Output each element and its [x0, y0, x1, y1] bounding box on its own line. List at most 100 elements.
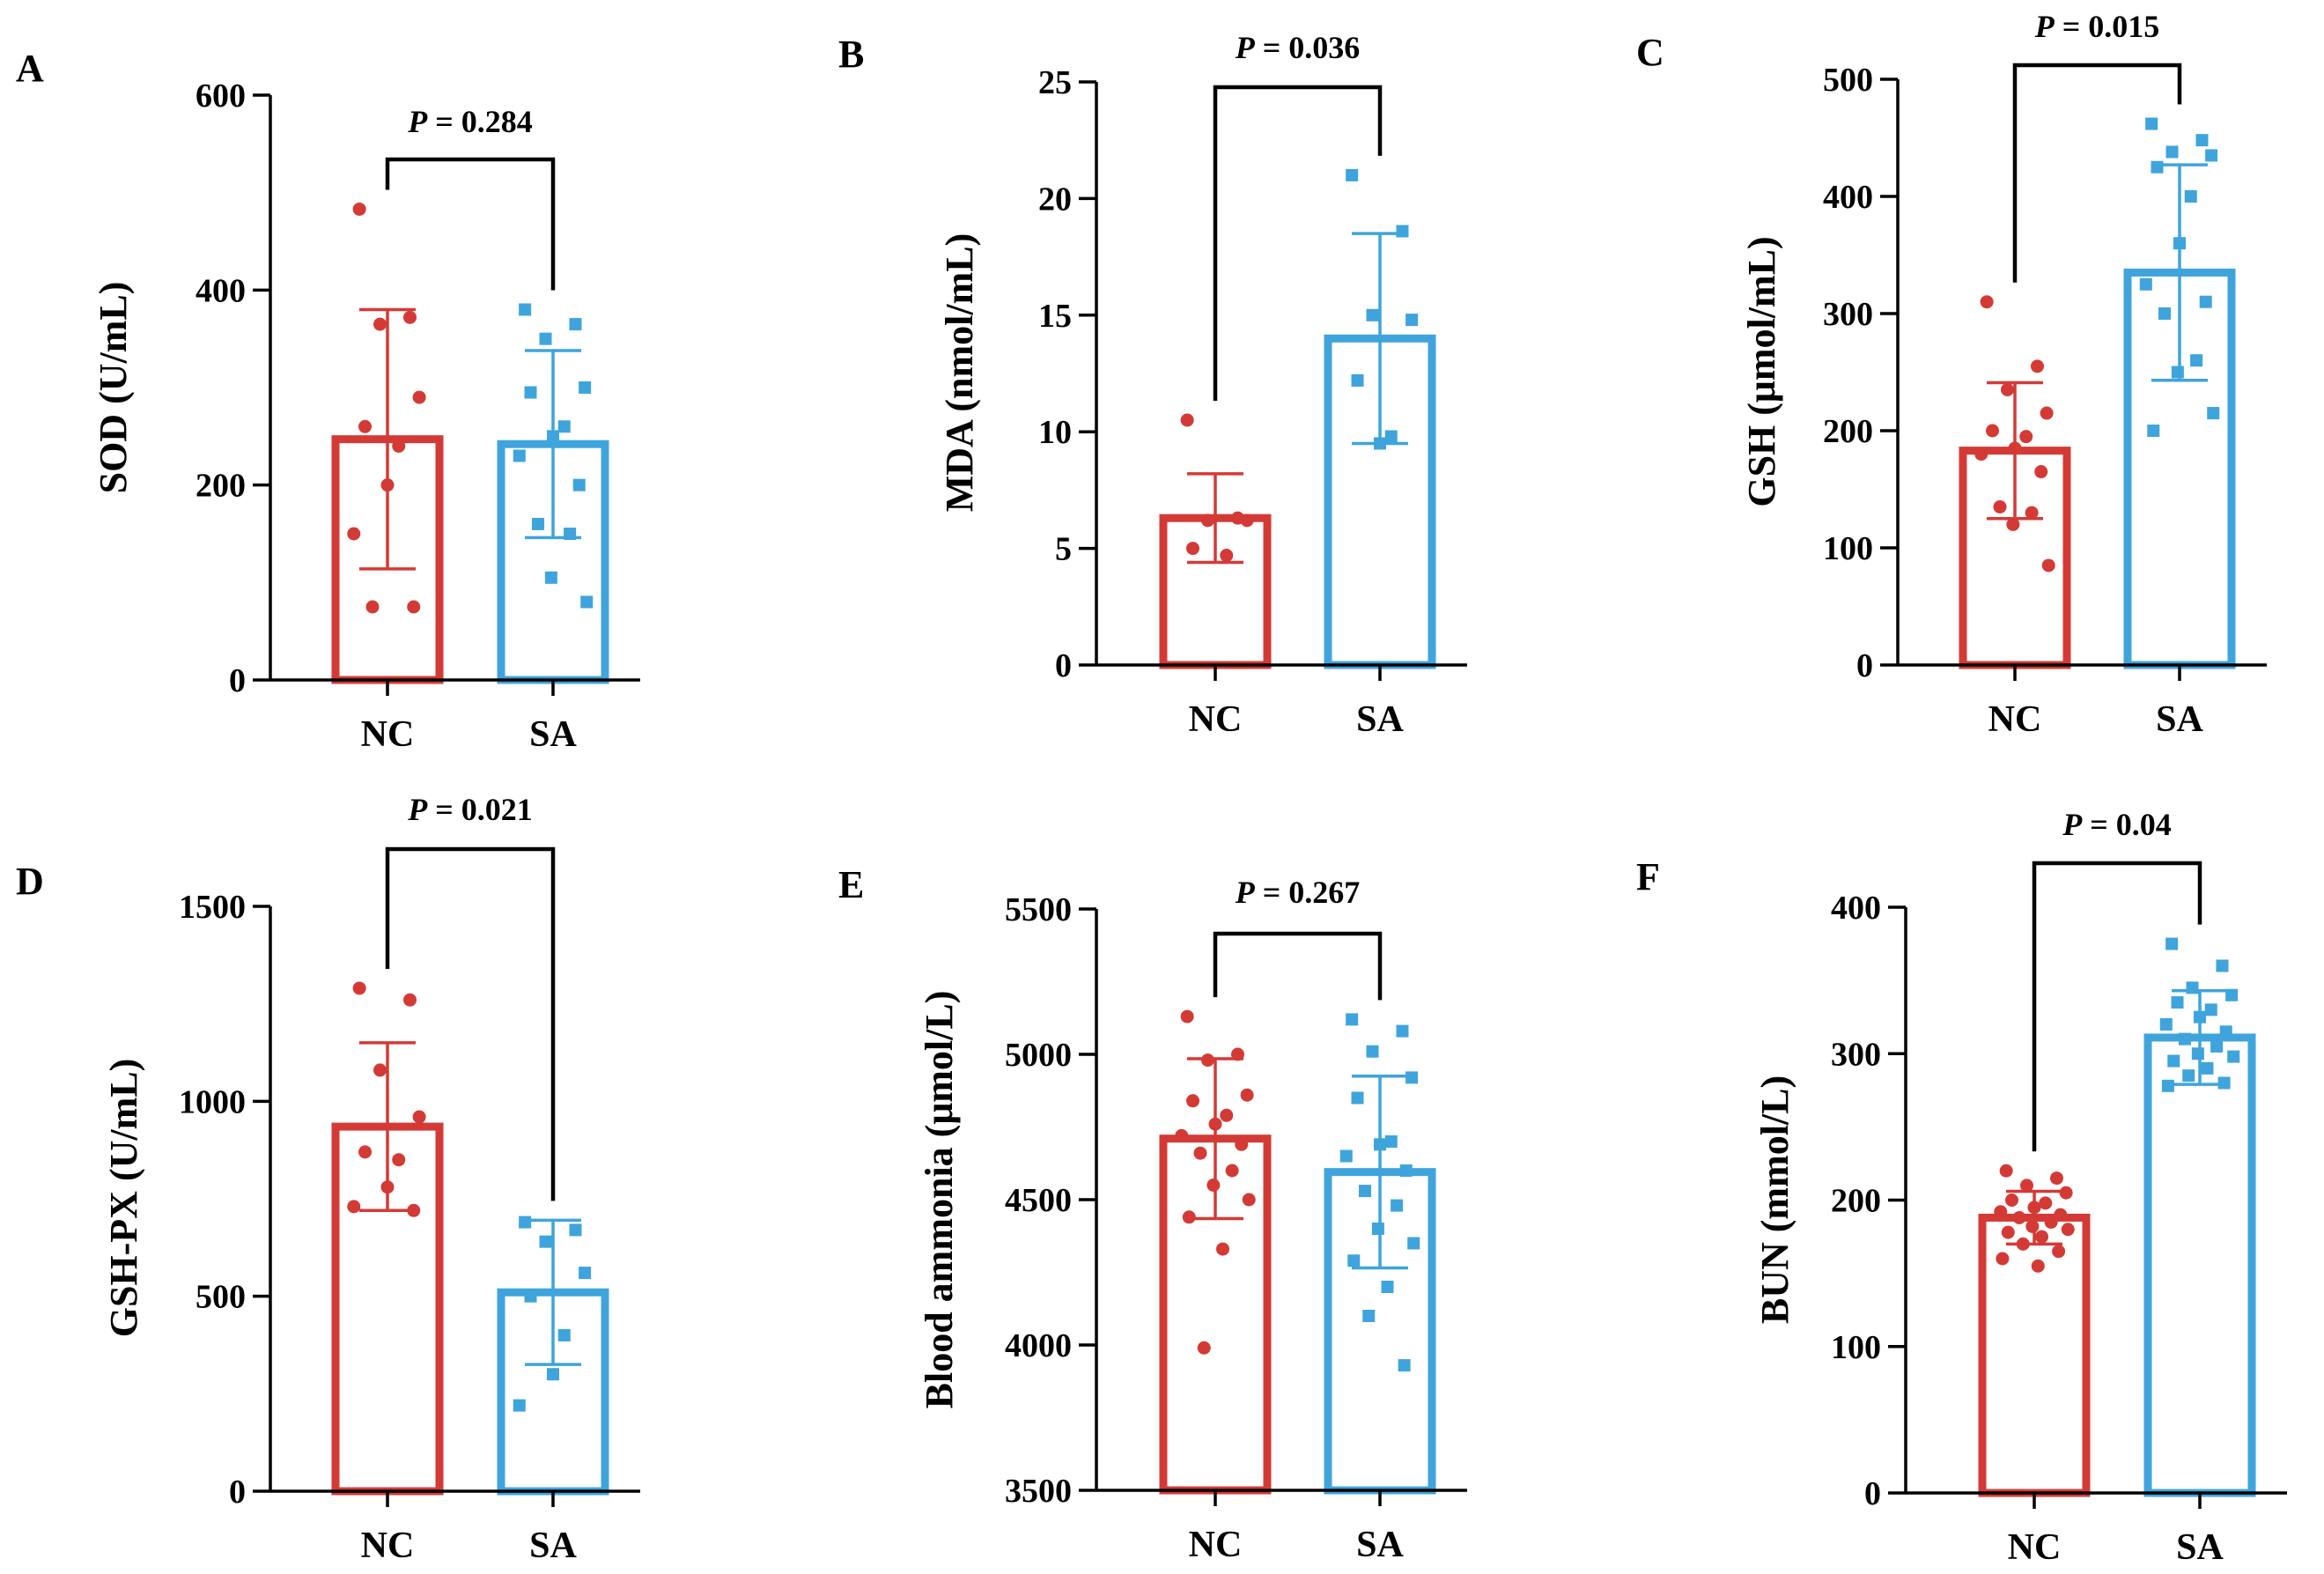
y-tick-label-c: 200 — [1823, 413, 1873, 450]
point-f-sa — [2219, 1025, 2232, 1038]
point-c-sa — [2151, 160, 2164, 174]
point-c-sa — [2207, 407, 2220, 420]
point-a-sa — [569, 318, 582, 331]
point-a-nc — [407, 600, 421, 614]
panel-letter-e: E — [838, 863, 864, 906]
panel-d: D 0 500 1000 1500 NC SA GSH-PX (U/mL) P = 0.021 — [16, 792, 640, 1566]
point-a-nc — [392, 439, 406, 453]
y-tick-label-f: 100 — [1831, 1329, 1881, 1366]
point-c-sa — [2190, 354, 2203, 367]
panel-e: E 3500 4000 4500 5000 5500 NC SA Blood ammonia (… — [838, 863, 1467, 1565]
point-e-sa — [1362, 1310, 1376, 1322]
point-f-nc — [1996, 1252, 2010, 1266]
p-symbol-b: P — [1235, 30, 1256, 65]
point-e-nc — [1180, 1009, 1194, 1023]
point-e-nc — [1225, 1164, 1239, 1178]
y-tick-label-d: 1000 — [179, 1083, 246, 1120]
point-c-sa — [2171, 366, 2184, 379]
y-tick-label-c: 100 — [1823, 530, 1873, 567]
y-axis-label-b: MDA (nmol/mL) — [938, 233, 981, 513]
point-f-nc — [2034, 1230, 2048, 1244]
p-value-a: = 0.284 — [427, 104, 533, 139]
y-tick-label-c: 500 — [1823, 62, 1873, 99]
p-value-c: = 0.015 — [2055, 9, 2160, 44]
point-d-sa — [579, 1267, 592, 1280]
point-c-sa — [2139, 277, 2152, 291]
point-c-sa — [2158, 307, 2172, 320]
point-b-nc — [1180, 413, 1194, 427]
point-e-nc — [1242, 1193, 1256, 1207]
point-f-sa — [2191, 1047, 2204, 1060]
x-category-label-a-sa: SA — [529, 714, 577, 755]
point-d-sa — [539, 1235, 552, 1248]
y-axis-label-d: GSH-PX (U/mL) — [102, 1059, 145, 1338]
y-tick-label-b: 5 — [1055, 531, 1072, 568]
point-b-nc — [1186, 542, 1200, 556]
panel-b: B 0 5 10 15 20 25 NC SA MDA (nmol/mL) P = 0.036 — [838, 30, 1467, 740]
point-f-sa — [2165, 937, 2179, 950]
point-e-nc — [1206, 1179, 1221, 1192]
p-value-b: = 0.036 — [1255, 30, 1361, 65]
point-c-sa — [2147, 425, 2160, 437]
point-e-sa — [1396, 1024, 1409, 1038]
y-tick-label-b: 0 — [1055, 647, 1072, 684]
point-a-nc — [412, 390, 426, 404]
point-e-sa — [1407, 1237, 1420, 1250]
point-a-nc — [373, 317, 387, 331]
point-b-sa — [1405, 314, 1419, 327]
p-symbol-a: P — [407, 104, 428, 139]
p-value-d: = 0.021 — [427, 792, 533, 827]
x-category-label-f-nc: NC — [2008, 1527, 2062, 1568]
point-d-sa — [524, 1289, 537, 1303]
point-c-nc — [2041, 558, 2055, 573]
y-tick-label-b: 10 — [1038, 414, 1072, 451]
bar-f-sa — [2143, 1033, 2256, 1497]
point-f-nc — [2059, 1186, 2073, 1200]
point-c-nc — [2001, 382, 2015, 396]
point-a-sa — [579, 381, 592, 394]
y-tick-label-c: 300 — [1823, 296, 1873, 333]
x-category-label-d-nc: NC — [361, 1526, 415, 1566]
x-category-label-a-nc: NC — [361, 714, 415, 755]
point-f-sa — [2227, 1050, 2240, 1063]
p-value-e: = 0.267 — [1255, 875, 1361, 910]
panel-letter-a: A — [16, 47, 44, 90]
point-e-nc — [1193, 1146, 1207, 1160]
y-tick-label-a: 400 — [196, 272, 246, 309]
point-e-sa — [1359, 1185, 1372, 1198]
y-tick-label-a: 600 — [196, 78, 246, 115]
point-e-sa — [1391, 1199, 1404, 1212]
x-category-label-d-sa: SA — [529, 1526, 577, 1566]
panel-letter-b: B — [838, 33, 864, 76]
point-a-sa — [572, 478, 586, 491]
panel-c: C 0 100 200 300 400 500 NC SA GSH (μmol/mL) P = 0.… — [1636, 9, 2267, 740]
point-c-sa — [2184, 190, 2197, 203]
point-f-nc — [2005, 1193, 2019, 1207]
point-a-nc — [365, 600, 380, 614]
point-c-sa — [2205, 149, 2218, 162]
panel-a: A 0 200 400 600 NC SA SOD (U/mL) P = 0.284 — [16, 47, 640, 755]
point-f-sa — [2201, 1061, 2214, 1075]
x-category-label-b-sa: SA — [1356, 699, 1404, 740]
point-c-nc — [1974, 447, 1988, 462]
significance-bracket-e — [1213, 931, 1383, 1001]
point-f-nc — [2049, 1171, 2063, 1186]
point-d-nc — [358, 1145, 373, 1159]
point-f-nc — [2044, 1215, 2058, 1229]
point-c-nc — [1980, 295, 1994, 309]
point-a-nc — [352, 202, 366, 216]
y-tick-label-b: 15 — [1038, 298, 1072, 335]
panel-letter-d: D — [16, 860, 44, 903]
point-b-nc — [1201, 514, 1215, 528]
point-a-sa — [557, 420, 571, 433]
point-c-sa — [2145, 117, 2158, 130]
point-e-nc — [1197, 1341, 1211, 1355]
point-a-sa — [580, 595, 594, 609]
y-tick-label-e: 4500 — [1005, 1182, 1072, 1219]
panel-f: F 0 100 200 300 400 NC SA BUN (mmol/L) P = 0.04 — [1636, 807, 2287, 1568]
point-d-sa — [569, 1223, 582, 1237]
point-f-sa — [2171, 996, 2184, 1009]
significance-bracket-c — [2012, 63, 2182, 283]
point-f-sa — [2159, 1018, 2173, 1031]
y-tick-label-b: 20 — [1038, 181, 1072, 218]
